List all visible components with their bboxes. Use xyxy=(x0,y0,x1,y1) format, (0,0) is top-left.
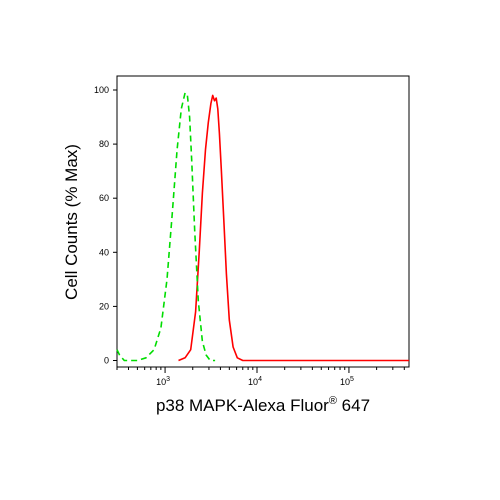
x-tick-label-exponent: 4 xyxy=(258,376,262,383)
y-tick-label: 100 xyxy=(94,85,109,95)
x-tick-label: 105 xyxy=(340,376,354,387)
x-tick-label-base: 10 xyxy=(248,377,258,387)
x-tick-label: 103 xyxy=(156,376,170,387)
y-tick-label: 20 xyxy=(99,301,109,311)
series-lines xyxy=(116,91,409,362)
y-tick-label: 0 xyxy=(104,356,109,366)
x-tick-label-base: 10 xyxy=(340,377,350,387)
y-tick-label: 40 xyxy=(99,247,109,257)
x-tick-label-base: 10 xyxy=(156,377,166,387)
x-axis-title: p38 MAPK-Alexa Fluor® 647 xyxy=(156,395,370,415)
x-axis-title-suffix: 647 xyxy=(337,396,370,415)
x-axis-title-main: p38 MAPK-Alexa Fluor xyxy=(156,396,329,415)
x-axis-title-registered-mark: ® xyxy=(329,395,337,407)
x-axis-ticks: 103 104 105 xyxy=(116,367,405,387)
y-axis-title: Cell Counts (% Max) xyxy=(62,144,81,300)
sample-series-line xyxy=(178,94,409,362)
y-axis-ticks: 0 20 40 60 80 100 xyxy=(94,85,117,366)
control-series-line xyxy=(116,91,216,362)
x-tick-label-exponent: 3 xyxy=(166,376,170,383)
plot-frame xyxy=(116,75,410,368)
y-tick-label: 60 xyxy=(99,193,109,203)
x-tick-label-exponent: 5 xyxy=(350,376,354,383)
y-tick-label: 80 xyxy=(99,139,109,149)
x-tick-label: 104 xyxy=(248,376,262,387)
